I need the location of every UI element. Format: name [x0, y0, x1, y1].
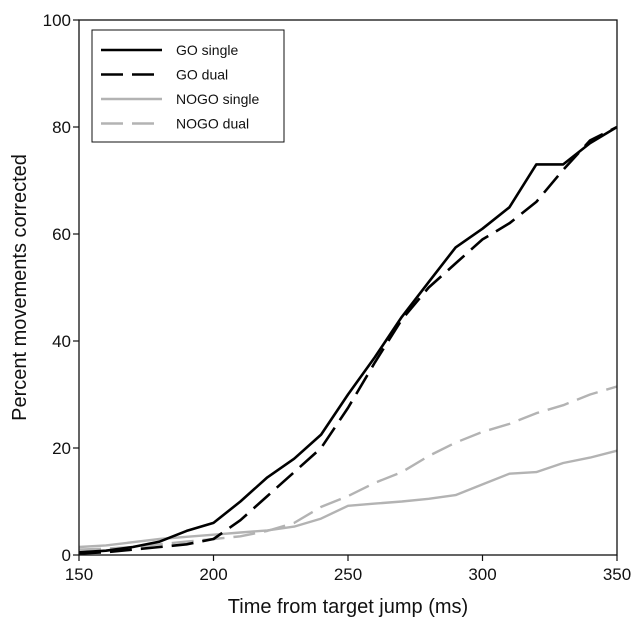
series-line-go-single	[78, 125, 618, 554]
x-axis: 150 200 250 300 350	[65, 555, 631, 584]
series-line-nogo-single	[78, 449, 618, 549]
y-axis: 0 20 40 60 80 100	[43, 11, 79, 565]
y-tick-label: 100	[43, 11, 71, 30]
x-tick-label: 350	[603, 565, 631, 584]
y-tick-label: 60	[52, 225, 71, 244]
legend-label-nogo-dual: NOGO dual	[176, 116, 249, 132]
legend-label-nogo-single: NOGO single	[176, 91, 259, 107]
legend-box	[91, 29, 285, 143]
y-tick-label: 20	[52, 439, 71, 458]
series-line-nogo-dual	[78, 385, 618, 551]
legend-label-go-single: GO single	[176, 42, 238, 58]
plot-lines	[78, 125, 618, 555]
y-tick-label: 40	[52, 332, 71, 351]
x-tick-label: 250	[334, 565, 362, 584]
series-line-go-dual	[78, 125, 618, 555]
x-tick-label: 300	[468, 565, 496, 584]
y-tick-label: 0	[62, 546, 71, 565]
legend: GO single GO dual NOGO single NOGO dual	[91, 29, 285, 143]
y-tick-label: 80	[52, 118, 71, 137]
x-tick-label: 200	[199, 565, 227, 584]
x-axis-title: Time from target jump (ms)	[228, 596, 468, 618]
y-axis-title: Percent movements corrected	[9, 154, 31, 421]
x-tick-label: 150	[65, 565, 93, 584]
legend-label-go-dual: GO dual	[176, 67, 228, 83]
